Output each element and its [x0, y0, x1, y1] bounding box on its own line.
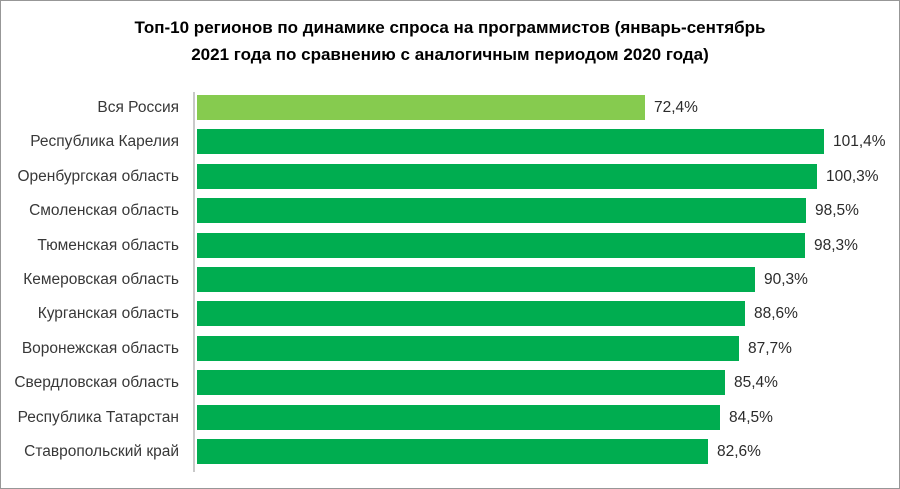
category-label: Кемеровская область [23, 271, 179, 288]
bar [197, 370, 725, 395]
bar-row: Республика Карелия 101,4% [1, 129, 899, 154]
bar-row: Тюменская область 98,3% [1, 233, 899, 258]
category-label: Ставропольский край [24, 443, 179, 460]
chart-title-line-1: Топ-10 регионов по динамике спроса на пр… [134, 18, 766, 37]
value-label: 82,6% [717, 443, 761, 460]
bar [197, 301, 745, 326]
category-label: Свердловская область [14, 374, 179, 391]
category-axis-line [193, 92, 195, 472]
category-label: Вся Россия [97, 99, 179, 116]
category-label: Смоленская область [29, 202, 179, 219]
bar [197, 267, 755, 292]
bar-row: Свердловская область 85,4% [1, 370, 899, 395]
value-label: 98,5% [815, 202, 859, 219]
bar [197, 439, 708, 464]
bar-row: Курганская область 88,6% [1, 301, 899, 326]
value-label: 87,7% [748, 340, 792, 357]
bar-row: Республика Татарстан 84,5% [1, 405, 899, 430]
bar [197, 233, 805, 258]
bar [197, 164, 817, 189]
value-label: 72,4% [654, 99, 698, 116]
category-label: Оренбургская область [17, 168, 180, 185]
bar-row: Воронежская область 87,7% [1, 336, 899, 361]
bar-row: Оренбургская область 100,3% [1, 164, 899, 189]
chart-title-line-2: 2021 года по сравнению с аналогичным пер… [191, 45, 709, 64]
category-label: Курганская область [37, 305, 179, 322]
bar-row: Смоленская область 98,5% [1, 198, 899, 223]
value-label: 84,5% [729, 409, 773, 426]
value-label: 90,3% [764, 271, 808, 288]
bar-row: Вся Россия 72,4% [1, 95, 899, 120]
bar-row: Кемеровская область 90,3% [1, 267, 899, 292]
value-label: 101,4% [833, 133, 886, 150]
value-label: 88,6% [754, 305, 798, 322]
bar [197, 405, 720, 430]
value-label: 100,3% [826, 168, 879, 185]
bar [197, 336, 739, 361]
bar [197, 198, 806, 223]
chart-title: Топ-10 регионов по динамике спроса на пр… [70, 14, 830, 68]
bar-highlight [197, 95, 645, 120]
category-label: Тюменская область [37, 237, 179, 254]
value-label: 85,4% [734, 374, 778, 391]
value-label: 98,3% [814, 237, 858, 254]
bar [197, 129, 824, 154]
category-label: Республика Татарстан [17, 409, 179, 426]
category-label: Республика Карелия [30, 133, 179, 150]
bar-row: Ставропольский край 82,6% [1, 439, 899, 464]
category-label: Воронежская область [21, 340, 179, 357]
